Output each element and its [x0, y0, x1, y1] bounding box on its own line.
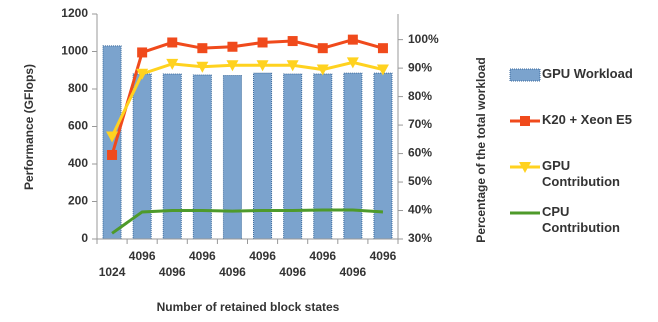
legend: GPU Workload K20 + Xeon E5 GPU Contributio…	[508, 66, 648, 250]
marker	[196, 61, 209, 73]
x-tick-label: 4096	[339, 265, 366, 279]
y-tick-label: 1200	[61, 6, 88, 20]
x-tick-label: 4096	[279, 265, 306, 279]
line	[110, 60, 384, 138]
y-tick-label: 200	[68, 194, 88, 208]
marker	[226, 60, 239, 72]
x-tick-label: 1024	[99, 265, 126, 279]
y-tick-label: 1000	[61, 44, 88, 58]
legend-item: K20 + Xeon E5	[508, 112, 648, 158]
y-tick-label: 0	[81, 231, 88, 245]
bar	[132, 73, 152, 240]
legend-marker	[519, 162, 531, 173]
legend-marker	[520, 116, 530, 126]
y2-axis-title: Percentage of the total workload	[474, 57, 488, 242]
marker	[347, 34, 358, 45]
marker	[166, 58, 179, 70]
bar	[192, 74, 212, 240]
line	[111, 208, 384, 235]
legend-label: GPU Contribution	[542, 158, 620, 189]
x-tick-label: 4096	[219, 265, 246, 279]
x-tick-label: 4096	[370, 249, 397, 263]
y2-tick-label: 100%	[408, 32, 439, 46]
legend-label: GPU Workload	[542, 66, 633, 81]
marker	[136, 68, 149, 80]
legend-key	[510, 211, 540, 215]
marker	[286, 60, 299, 72]
bar	[313, 73, 333, 240]
x-tick-label: 4096	[309, 249, 336, 263]
legend-key	[510, 116, 540, 126]
y-axis-title: Performance (GFlops)	[22, 64, 36, 190]
x-tick-label: 4096	[189, 249, 216, 263]
x-tick-label: 4096	[129, 249, 156, 263]
legend-item: CPU Contribution	[508, 204, 648, 250]
x-axis-title: Number of retained block states	[157, 300, 340, 314]
marker	[287, 36, 298, 47]
y2-tick-label: 70%	[408, 117, 432, 131]
legend-item: GPU Contribution	[508, 158, 648, 204]
marker	[376, 64, 389, 76]
marker	[377, 43, 388, 54]
bar	[222, 75, 242, 240]
marker	[106, 131, 119, 143]
y-tick-label: 400	[68, 156, 88, 170]
y2-tick-label: 50%	[408, 174, 432, 188]
legend-key	[510, 162, 540, 173]
y2-tick-label: 40%	[408, 203, 432, 217]
line	[110, 38, 384, 156]
y2-tick-label: 80%	[408, 89, 432, 103]
marker	[167, 37, 178, 48]
bar	[162, 73, 182, 240]
bar	[343, 72, 363, 240]
bar	[283, 73, 303, 240]
marker	[257, 37, 268, 48]
legend-label: K20 + Xeon E5	[542, 112, 632, 127]
x-tick-label: 4096	[159, 265, 186, 279]
y2-tick-label: 60%	[408, 146, 432, 160]
marker	[346, 57, 359, 69]
marker	[137, 47, 148, 58]
x-tick-label: 4096	[249, 249, 276, 263]
legend-label: CPU Contribution	[542, 204, 620, 235]
marker	[256, 60, 269, 72]
y2-tick-label: 30%	[408, 231, 432, 245]
legend-swatch	[509, 68, 541, 82]
legend-item: GPU Workload	[508, 66, 648, 112]
y2-tick-label: 90%	[408, 60, 432, 74]
y-tick-label: 800	[68, 81, 88, 95]
bar	[373, 72, 393, 240]
marker	[197, 43, 208, 54]
marker	[227, 41, 238, 52]
bar	[253, 72, 273, 240]
legend-key	[509, 68, 541, 82]
marker	[316, 64, 329, 76]
marker	[107, 149, 118, 160]
marker	[317, 43, 328, 54]
y-tick-label: 600	[68, 119, 88, 133]
